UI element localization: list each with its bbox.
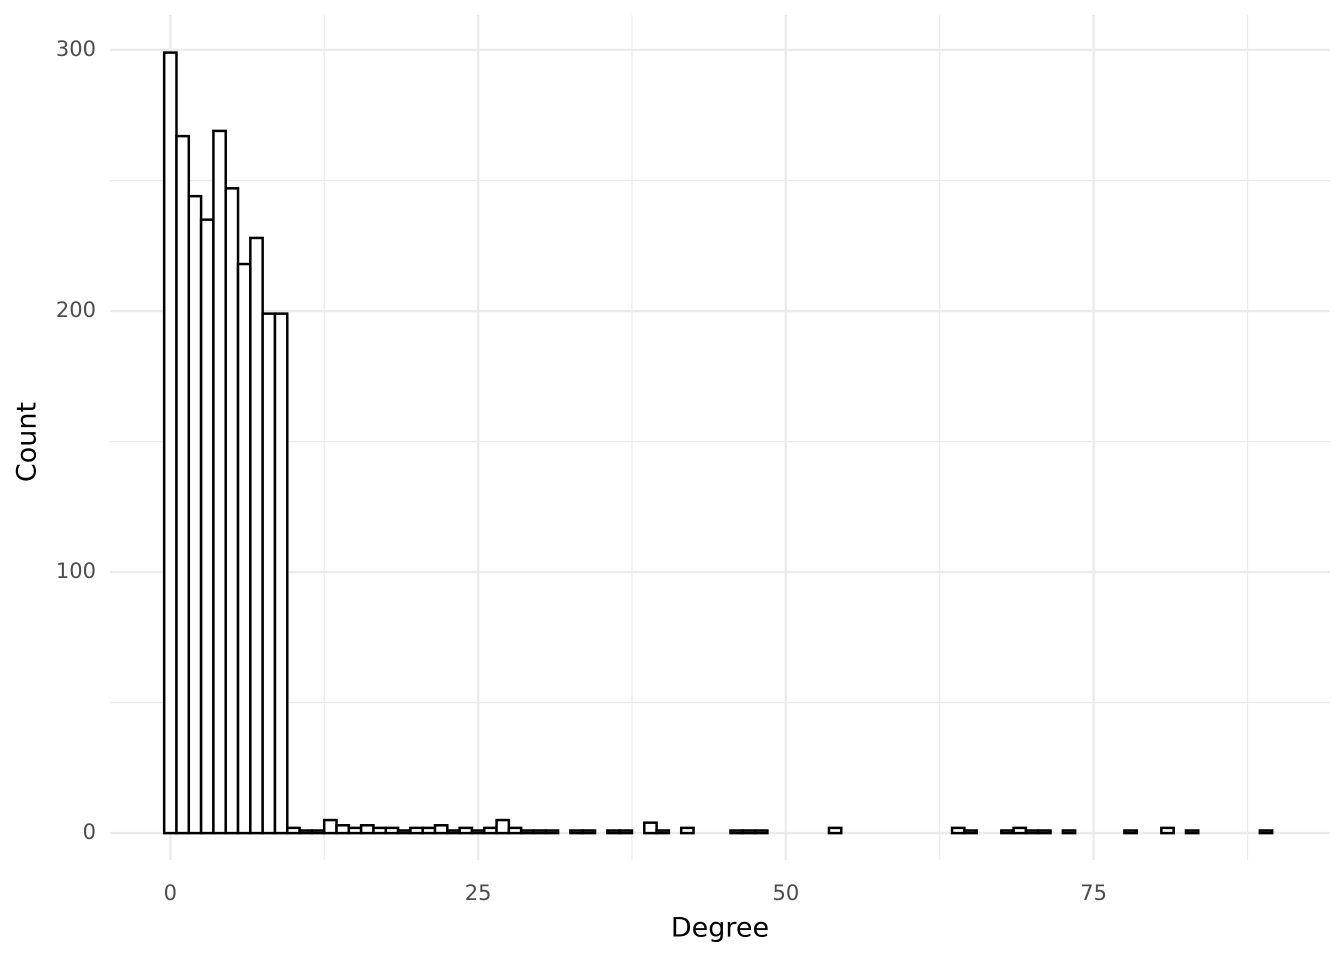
bar [1012, 826, 1028, 835]
bar [1024, 829, 1040, 835]
bar [643, 821, 658, 835]
bar [359, 824, 375, 835]
x-tick-label: 75 [1080, 881, 1107, 905]
bar [322, 818, 338, 835]
bar [827, 826, 843, 835]
bar [1258, 829, 1274, 835]
bar [519, 829, 535, 835]
bar [1123, 829, 1138, 835]
bar [421, 826, 437, 835]
bar [729, 829, 745, 835]
bar [532, 829, 548, 835]
bar [458, 826, 474, 835]
bar [446, 829, 461, 835]
bar [1061, 829, 1077, 835]
bar [495, 818, 511, 835]
bar [963, 829, 978, 835]
grid [110, 15, 1330, 860]
y-tick-label: 200 [56, 298, 96, 322]
bar [569, 829, 584, 835]
bars [162, 51, 1274, 835]
bar [1160, 826, 1175, 835]
bar [950, 826, 966, 835]
bar [175, 134, 191, 835]
bar [273, 312, 289, 835]
bar [372, 826, 388, 835]
bar [310, 829, 326, 835]
bar [409, 826, 424, 835]
bar [212, 129, 227, 835]
x-tick-label: 25 [465, 881, 492, 905]
bar [1036, 829, 1052, 835]
bar [470, 829, 486, 835]
y-tick-label: 300 [56, 37, 96, 61]
bar [741, 829, 757, 835]
bar [1000, 829, 1015, 835]
x-tick-label: 50 [772, 881, 799, 905]
y-tick-label: 100 [56, 559, 96, 583]
bar [347, 826, 363, 835]
bar [249, 236, 264, 835]
x-axis-title: Degree [671, 913, 769, 944]
x-tick-label: 0 [164, 881, 177, 905]
bar [384, 826, 400, 835]
bar [679, 826, 695, 835]
bar [1184, 829, 1200, 835]
bar [544, 829, 560, 835]
bar [261, 312, 277, 835]
bar [236, 262, 252, 835]
bar [433, 824, 449, 835]
bar [187, 194, 203, 835]
bar [286, 826, 301, 835]
bar [224, 187, 240, 835]
y-tick-label: 0 [83, 820, 96, 844]
bar [396, 829, 412, 835]
bar [298, 829, 314, 835]
bar [482, 826, 498, 835]
bar [335, 824, 351, 835]
bar [581, 829, 597, 835]
y-axis-title: Count [12, 402, 43, 482]
bar [655, 829, 671, 835]
bar [199, 218, 215, 835]
bar [753, 829, 769, 835]
bar [606, 829, 621, 835]
bar [618, 829, 634, 835]
bar [162, 51, 178, 835]
bar [507, 826, 523, 835]
